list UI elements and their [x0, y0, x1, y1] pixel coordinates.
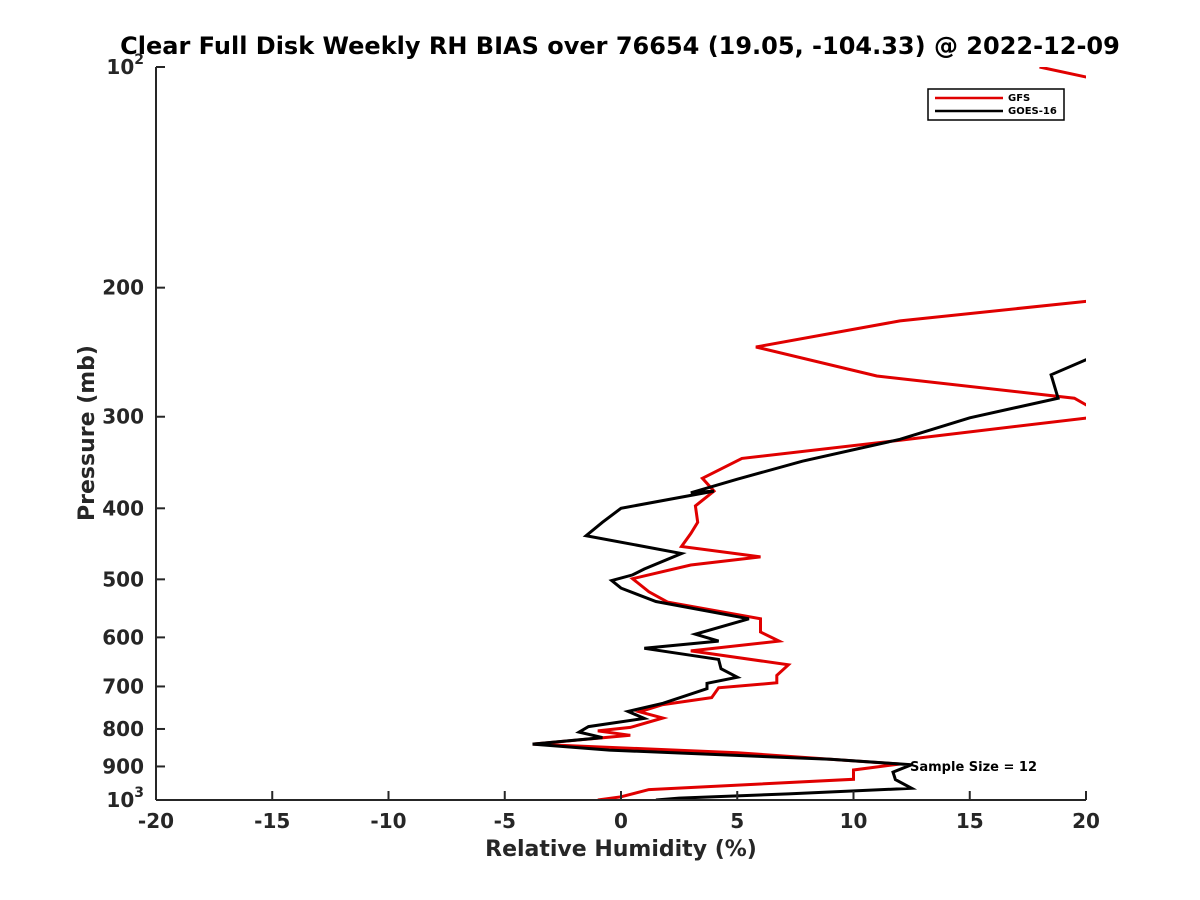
x-tick-label: 20 — [1072, 809, 1100, 833]
legend: GFS GOES-16 — [927, 88, 1065, 121]
x-tick-label: -15 — [254, 809, 290, 833]
plot-area — [156, 67, 1086, 800]
y-tick-label: 700 — [102, 674, 144, 698]
y-axis-ticks: 102 200 300 400 500 600 700 800 900 103 — [102, 52, 165, 812]
x-tick-label: 0 — [614, 809, 628, 833]
sample-size-annotation: Sample Size = 12 — [910, 760, 1037, 775]
y-tick-label: 102 — [106, 52, 144, 79]
y-tick-label: 300 — [102, 405, 144, 429]
series-layer — [532, 67, 1086, 800]
x-tick-label: -5 — [494, 809, 516, 833]
x-axis-label: Relative Humidity (%) — [485, 837, 757, 862]
legend-label-gfs: GFS — [1008, 93, 1030, 104]
y-tick-label: 200 — [102, 276, 144, 300]
x-tick-label: -20 — [138, 809, 174, 833]
x-tick-label: 5 — [730, 809, 744, 833]
x-tick-label: 15 — [956, 809, 984, 833]
y-tick-label: 600 — [102, 625, 144, 649]
legend-label-goes16: GOES-16 — [1008, 106, 1057, 117]
y-tick-label: 800 — [102, 717, 144, 741]
x-tick-label: 10 — [840, 809, 868, 833]
chart-title: Clear Full Disk Weekly RH BIAS over 7665… — [120, 32, 1120, 60]
x-axis-ticks: -20 -15 -10 -5 0 5 10 15 20 — [138, 791, 1100, 833]
series-line-goes16 — [532, 358, 1086, 800]
y-axis-label: Pressure (mb) — [75, 345, 100, 521]
y-tick-label: 500 — [102, 567, 144, 591]
y-tick-label: 103 — [106, 785, 144, 812]
y-tick-label: 400 — [102, 496, 144, 520]
y-tick-label: 900 — [102, 754, 144, 778]
x-tick-label: -10 — [370, 809, 406, 833]
legend-box — [927, 88, 1065, 121]
series-line-gfs — [532, 67, 1086, 800]
